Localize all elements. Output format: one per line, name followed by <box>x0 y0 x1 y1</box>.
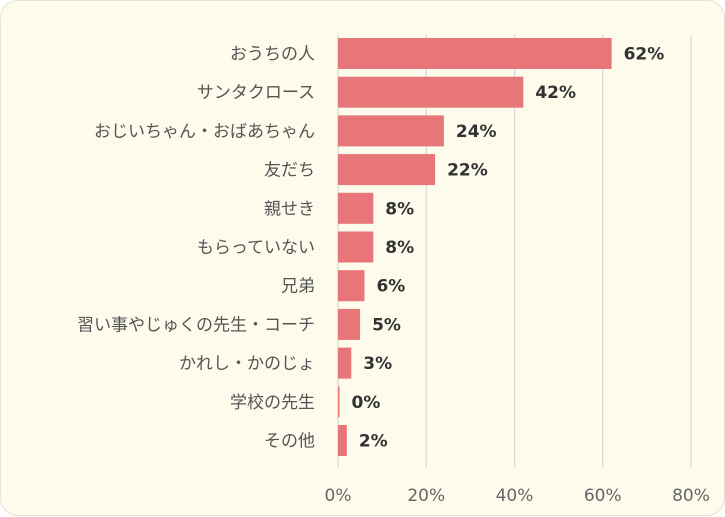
data-label: 5% <box>372 315 401 335</box>
bar <box>338 425 347 456</box>
category-label: その他 <box>264 432 315 452</box>
category-label: おうちの人 <box>230 45 315 65</box>
data-label: 6% <box>376 277 405 297</box>
bar <box>338 38 612 69</box>
category-label: 親せき <box>264 199 315 219</box>
x-tick-label: 20% <box>407 486 445 506</box>
bar <box>338 347 352 379</box>
data-label: 42% <box>535 83 576 103</box>
category-label: サンタクロース <box>197 83 315 103</box>
x-tick-label: 40% <box>496 486 534 506</box>
bar <box>338 76 524 108</box>
data-label: 24% <box>456 122 497 142</box>
bar <box>338 270 365 302</box>
category-label: 兄弟 <box>281 277 315 297</box>
category-label: 友だち <box>264 161 315 181</box>
category-label: もらっていない <box>197 238 315 258</box>
category-label: かれし・かのじょ <box>179 354 315 374</box>
bar <box>338 386 340 418</box>
x-tick-label: 0% <box>325 486 352 506</box>
bars <box>338 38 612 456</box>
data-label: 8% <box>385 199 414 219</box>
category-label: おじいちゃん・おばあちゃん <box>94 122 315 142</box>
data-label: 3% <box>363 354 392 374</box>
x-axis-tick-labels: 0% 20% 40% 60% 80% <box>325 486 710 506</box>
bar <box>338 115 444 147</box>
data-label: 22% <box>447 161 488 181</box>
data-label: 2% <box>359 432 388 452</box>
data-label: 62% <box>624 45 665 65</box>
bar <box>338 308 361 340</box>
data-label: 8% <box>385 238 414 258</box>
category-label: 習い事やじゅくの先生・コーチ <box>77 315 315 335</box>
bar <box>338 154 436 186</box>
bar <box>338 231 374 263</box>
data-label: 0% <box>352 393 381 413</box>
category-labels: おうちの人サンタクロースおじいちゃん・おばあちゃん友だち親せきもらっていない兄弟… <box>77 45 315 452</box>
bar <box>338 192 374 224</box>
category-label: 学校の先生 <box>230 393 315 413</box>
value-labels: 62% 42% 24% 22% 8% 8% 6% 5% 3% 0% 2% <box>352 45 665 452</box>
x-tick-label: 80% <box>672 486 710 506</box>
x-tick-label: 60% <box>584 486 622 506</box>
